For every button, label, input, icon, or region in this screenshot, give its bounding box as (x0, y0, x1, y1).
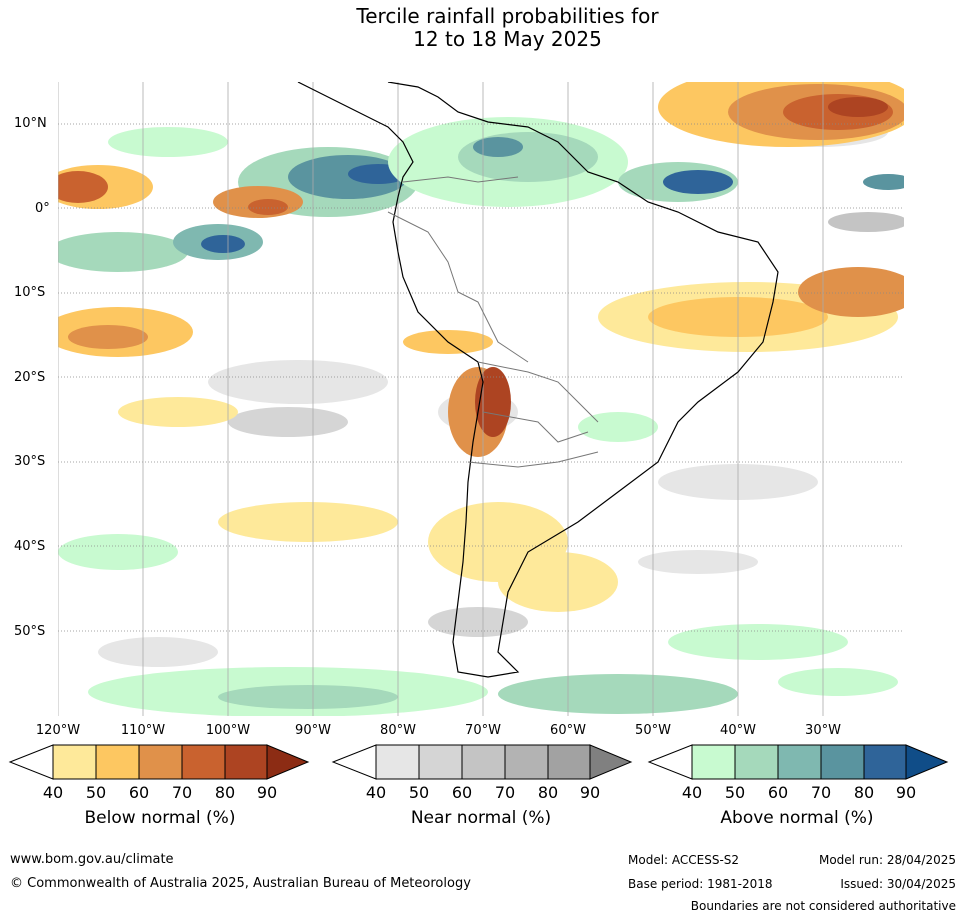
lon-label-110w: 110°W (120, 723, 166, 738)
cb1-seg-5 (547, 744, 591, 780)
south-america-coastline (297, 82, 779, 678)
cb1-tick: 80 (537, 783, 559, 802)
cb0-tick: 60 (128, 783, 150, 802)
cb0-tick: 40 (42, 783, 64, 802)
copyright-text: © Commonwealth of Australia 2025, Austra… (10, 876, 471, 891)
cb1-tick: 70 (494, 783, 516, 802)
near-normal-label: Near normal (%) (410, 808, 552, 828)
colorbar-above-normal (647, 744, 949, 780)
map-canvas (58, 82, 904, 716)
cb0-seg-4 (181, 744, 226, 780)
lon-label-70w: 70°W (465, 723, 501, 738)
lon-label-60w: 60°W (550, 723, 586, 738)
cb2-tick: 70 (810, 783, 832, 802)
base-period-text: Base period: 1981-2018 (628, 877, 773, 891)
model-text: Model: ACCESS-S2 (628, 853, 740, 867)
cb2-seg-2 (734, 744, 779, 780)
title-line-2: 12 to 18 May 2025 (413, 27, 602, 51)
lat-label-40s: 40°S (14, 539, 46, 554)
cb1-seg-3 (461, 744, 506, 780)
cb0-seg-0 (8, 744, 54, 780)
cb1-seg-0 (331, 744, 377, 780)
below-normal-label: Below normal (%) (84, 808, 236, 828)
cb0-seg-3 (138, 744, 183, 780)
cb1-seg-2 (418, 744, 463, 780)
cb2-seg-0 (647, 744, 693, 780)
cb0-tick: 80 (214, 783, 236, 802)
cb1-seg-4 (504, 744, 549, 780)
meridians (58, 82, 824, 716)
cb0-seg-1 (52, 744, 97, 780)
cb1-seg-1 (375, 744, 420, 780)
cb2-tick: 50 (724, 783, 746, 802)
above-normal-label: Above normal (%) (720, 808, 874, 828)
lon-label-80w: 80°W (380, 723, 416, 738)
cb1-tick: 50 (408, 783, 430, 802)
gridlines (58, 123, 904, 632)
lon-label-30w: 30°W (805, 723, 841, 738)
website-link[interactable]: www.bom.gov.au/climate (10, 852, 174, 867)
country-borders (387, 176, 599, 468)
cb1-tick: 60 (451, 783, 473, 802)
cb0-tick: 70 (171, 783, 193, 802)
cb1-seg-6 (589, 744, 633, 780)
lat-label-0: 0° (35, 201, 50, 216)
disclaimer-text: Boundaries are not considered authoritat… (690, 899, 956, 913)
colorbar-below-normal (8, 744, 310, 780)
model-run-text: Model run: 28/04/2025 (818, 853, 956, 867)
cb2-tick: 40 (681, 783, 703, 802)
cb2-tick: 90 (895, 783, 917, 802)
cb0-seg-6 (266, 744, 310, 780)
cb2-tick: 60 (767, 783, 789, 802)
lon-label-100w: 100°W (205, 723, 251, 738)
cb2-seg-4 (820, 744, 865, 780)
cb2-seg-5 (863, 744, 907, 780)
colorbar-near-normal (331, 744, 633, 780)
lon-label-50w: 50°W (635, 723, 671, 738)
probability-map (58, 82, 904, 716)
lat-label-50s: 50°S (14, 624, 46, 639)
lat-label-30s: 30°S (14, 454, 46, 469)
cb2-tick: 80 (853, 783, 875, 802)
issued-text: Issued: 30/04/2025 (840, 877, 956, 891)
title-line-1: Tercile rainfall probabilities for (356, 4, 659, 28)
cb0-seg-2 (95, 744, 140, 780)
lat-label-20s: 20°S (14, 370, 46, 385)
map-title: Tercile rainfall probabilities for 12 to… (0, 5, 965, 51)
cb0-seg-5 (224, 744, 268, 780)
lat-label-10s: 10°S (14, 285, 46, 300)
cb2-seg-3 (777, 744, 822, 780)
cb0-tick: 50 (85, 783, 107, 802)
cb1-tick: 90 (579, 783, 601, 802)
lat-label-10n: 10°N (14, 116, 47, 131)
lon-label-40w: 40°W (720, 723, 756, 738)
cb1-tick: 40 (365, 783, 387, 802)
cb2-seg-1 (691, 744, 736, 780)
lon-label-120w: 120°W (35, 723, 81, 738)
cb0-tick: 90 (256, 783, 278, 802)
lon-label-90w: 90°W (295, 723, 331, 738)
cb2-seg-6 (905, 744, 949, 780)
